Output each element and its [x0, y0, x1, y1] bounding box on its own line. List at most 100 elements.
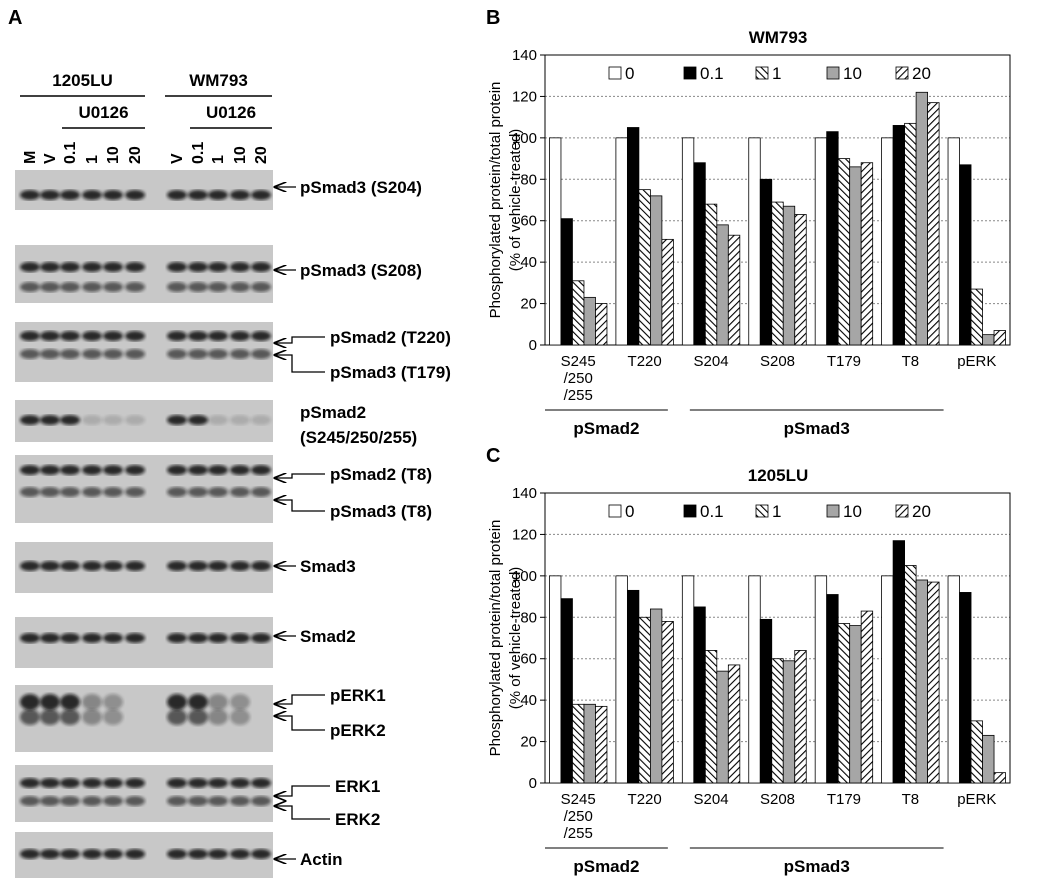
bar: [615, 575, 628, 784]
lane-label: 0.1: [190, 142, 207, 164]
blot-band: [60, 694, 80, 710]
blot-band: [230, 561, 250, 571]
blot-band: [125, 561, 145, 571]
blot-band: [20, 778, 40, 788]
bar: [681, 575, 695, 784]
blot-band: [20, 796, 40, 806]
lane-label: 10: [105, 146, 122, 164]
blot-band: [167, 349, 187, 359]
bar: [915, 579, 929, 784]
blot-band: [40, 262, 60, 272]
y-tick-label: 0: [529, 775, 537, 792]
bar: [549, 575, 562, 784]
bar: [927, 102, 940, 346]
blot-band: [20, 262, 40, 272]
blot-band: [82, 709, 102, 725]
bar: [837, 158, 851, 346]
blot-band: [188, 694, 208, 710]
bar: [759, 618, 773, 784]
bar: [794, 650, 807, 784]
bar: [560, 598, 573, 784]
bar: [583, 703, 596, 784]
bar: [748, 575, 761, 784]
blot-band: [125, 633, 145, 643]
blot-band: [167, 633, 187, 643]
blot-label: pSmad3 (T179): [330, 363, 451, 382]
blot-band: [251, 282, 271, 292]
blot-band: [188, 849, 208, 859]
blot-band: [188, 633, 208, 643]
y-tick-label: 20: [520, 734, 537, 751]
x-tick-label: pERK: [957, 791, 997, 808]
blot-label: pSmad3 (S204): [300, 178, 422, 197]
blot-label: (S245/250/255): [300, 428, 417, 447]
bar: [560, 218, 573, 346]
blot-band: [20, 849, 40, 859]
blot-band: [103, 487, 123, 497]
blot-band: [188, 262, 208, 272]
blot-band: [60, 190, 80, 200]
blot-band: [188, 709, 208, 725]
blot-band: [188, 331, 208, 341]
blot-band: [125, 282, 145, 292]
blot-band: [103, 778, 123, 788]
blot-band: [82, 633, 102, 643]
blot-band: [103, 694, 123, 710]
blot-band: [60, 262, 80, 272]
x-tick-label: S208: [759, 353, 796, 370]
x-tick-label: S245 /250 /255: [560, 353, 596, 404]
bar: [638, 616, 651, 784]
blot-band: [251, 331, 271, 341]
bar: [649, 608, 663, 784]
blot-band: [188, 190, 208, 200]
blot-band: [251, 633, 271, 643]
blot-band: [103, 796, 123, 806]
bar: [771, 658, 784, 784]
x-tick-label: S204: [693, 791, 729, 808]
y-tick-label: 80: [520, 609, 537, 626]
blot-band: [167, 796, 187, 806]
blot-label: pSmad3 (S208): [300, 261, 422, 280]
lane-label: V: [169, 153, 186, 164]
blot-band: [230, 190, 250, 200]
blot-band: [125, 465, 145, 475]
blot-band: [125, 487, 145, 497]
blot-band: [188, 561, 208, 571]
panel-label: C: [486, 445, 500, 467]
legend-label: 0: [625, 64, 634, 83]
bar: [748, 137, 761, 346]
blot-band: [40, 465, 60, 475]
legend-swatch: [895, 66, 909, 80]
blot-band: [251, 778, 271, 788]
bar: [595, 705, 608, 784]
blot-band: [20, 465, 40, 475]
y-tick-label: 40: [520, 254, 537, 271]
blot-band: [167, 282, 187, 292]
legend-swatch: [608, 504, 622, 518]
lane-label: M: [22, 151, 39, 164]
chart-title: WM793: [749, 28, 808, 47]
blot-band: [125, 849, 145, 859]
y-tick-label: 100: [512, 130, 537, 147]
blot-band: [125, 778, 145, 788]
legend-label: 1: [772, 64, 781, 83]
blot-band: [40, 561, 60, 571]
blot-band: [60, 561, 80, 571]
blot-band: [167, 561, 187, 571]
y-axis-label: Phosphorylated protein/total protein: [487, 82, 504, 319]
blot-band: [82, 796, 102, 806]
bar: [982, 334, 995, 346]
blot-band: [40, 349, 60, 359]
bar: [814, 575, 828, 784]
blot-band: [82, 282, 102, 292]
legend-swatch: [608, 66, 622, 80]
x-tick-label: S245 /250 /255: [560, 791, 596, 842]
lane-label: 1: [210, 155, 227, 164]
bar: [693, 162, 706, 346]
x-tick-label: T220: [627, 791, 662, 808]
bar: [572, 703, 585, 784]
x-tick-label: T220: [627, 353, 662, 370]
blot-band: [167, 262, 187, 272]
legend-label: 1: [772, 502, 781, 521]
blot-band: [208, 331, 228, 341]
